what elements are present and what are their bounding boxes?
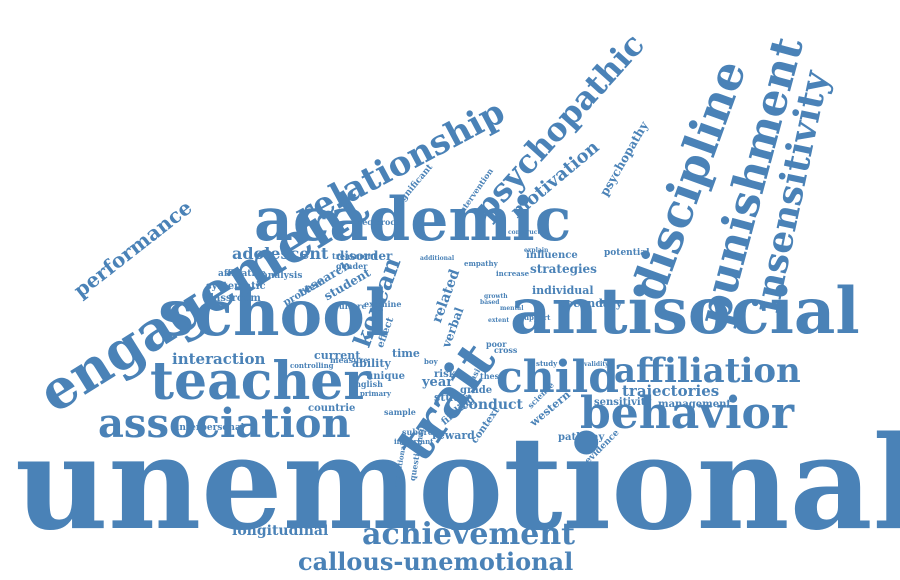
cloud-word: poor: [486, 339, 507, 349]
cloud-word: teacher: [150, 351, 371, 412]
cloud-word: thesis: [480, 371, 507, 381]
cloud-word: classroom: [204, 293, 261, 304]
cloud-word: interpersonal: [176, 423, 245, 433]
cloud-word: callous-unemotional: [298, 547, 574, 576]
cloud-word: primary: [360, 389, 391, 398]
cloud-word: potential: [604, 248, 650, 258]
cloud-word: treatment: [332, 251, 377, 261]
cloud-word: subgroup: [402, 427, 445, 437]
cloud-word: management: [658, 399, 731, 410]
cloud-word: strategies: [530, 262, 597, 276]
cloud-word: year: [422, 375, 454, 390]
cloud-word: gender: [336, 261, 368, 271]
cloud-word: based: [480, 299, 500, 306]
cloud-word: english: [350, 379, 383, 389]
cloud-word: construct: [508, 229, 541, 236]
cloud-word: additional: [420, 255, 455, 262]
cloud-word: reciprocal: [358, 217, 404, 227]
cloud-word: antisocial: [510, 274, 860, 349]
cloud-word: systematic: [206, 281, 266, 292]
cloud-word: increase: [496, 269, 530, 278]
cloud-word: association: [98, 400, 351, 447]
cloud-word: risk: [434, 369, 456, 380]
cloud-word: affiliative: [218, 269, 266, 279]
cloud-word: controlling: [290, 361, 334, 370]
cloud-word: ability: [352, 357, 391, 370]
cloud-word: unemotional: [15, 409, 900, 559]
cloud-word: culture: [334, 301, 367, 311]
cloud-word: trajectories: [622, 382, 720, 400]
cloud-word: study: [434, 391, 468, 404]
cloud-word: sensitivity: [594, 397, 652, 408]
cloud-word: achievement: [362, 517, 576, 552]
cloud-word: behavior: [580, 388, 795, 439]
cloud-word: countrie: [308, 403, 356, 414]
cloud-word: time: [392, 347, 420, 360]
cloud-word: academic: [254, 185, 572, 255]
cloud-word: growth: [484, 293, 508, 300]
cloud-word: influence: [526, 250, 578, 261]
cloud-word: adolescent: [232, 244, 329, 263]
cloud-word: mental: [500, 305, 524, 312]
cloud-word: individual: [532, 284, 594, 297]
cloud-word: reward: [432, 429, 475, 442]
cloud-word: interaction: [172, 350, 266, 368]
cloud-word: sample: [384, 407, 416, 417]
cloud-word: child: [496, 352, 619, 403]
cloud-word: psychopathy: [597, 119, 652, 199]
cloud-word: longitudinal: [232, 523, 329, 539]
cloud-word: pathway: [558, 432, 605, 443]
cloud-word: empathy: [464, 259, 498, 268]
cloud-word: current: [314, 349, 361, 362]
cloud-word: conduct: [460, 397, 523, 413]
cloud-word: measure: [330, 355, 369, 365]
cloud-word: analysis: [262, 271, 303, 281]
cloud-word: unique: [366, 371, 405, 382]
cloud-word: affiliation: [614, 351, 801, 391]
cloud-word: study: [536, 359, 558, 368]
cloud-word: explain: [524, 247, 549, 254]
cloud-word: school: [158, 276, 390, 351]
cloud-word: examine: [364, 299, 402, 309]
cloud-word: disorder: [336, 249, 393, 263]
cloud-word: boy: [424, 357, 438, 366]
cloud-word: important: [394, 437, 434, 446]
cloud-word: validity: [584, 361, 609, 368]
cloud-word: cross: [494, 345, 518, 355]
cloud-word: secondary: [560, 297, 623, 310]
cloud-word: grade: [460, 385, 493, 396]
cloud-word: extent: [488, 317, 510, 324]
cloud-word: support: [520, 313, 551, 322]
